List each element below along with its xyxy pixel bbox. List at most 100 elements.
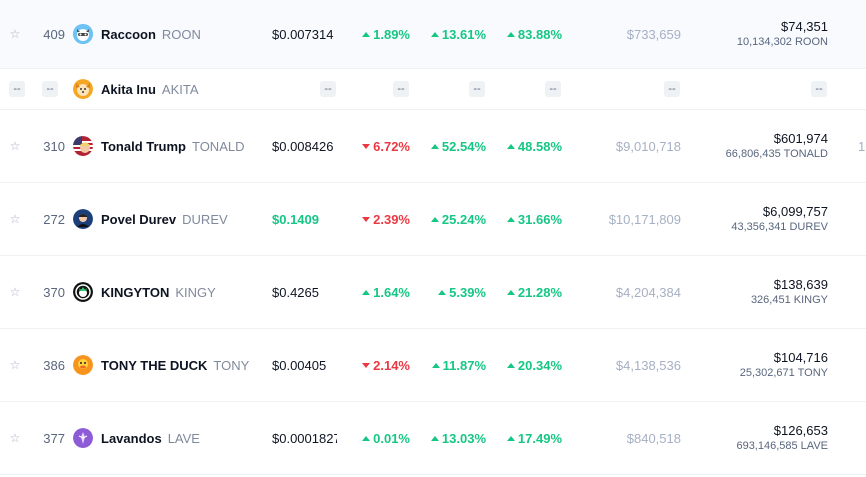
price: $0.007314 bbox=[272, 26, 334, 42]
volume-coin: 66,806,435 TONALD bbox=[725, 148, 828, 160]
volume-usd: $138,639 bbox=[773, 277, 828, 292]
caret-down-icon bbox=[362, 216, 371, 222]
caret-up-icon bbox=[430, 435, 439, 441]
caret-up-icon bbox=[506, 216, 515, 222]
price: $0.0001827 bbox=[272, 430, 337, 446]
change-7d: 31.66% bbox=[490, 183, 562, 255]
coin-symbol: TONY bbox=[213, 357, 250, 373]
market-cap: $840,518 bbox=[626, 430, 681, 446]
star-outline-icon[interactable]: ☆ bbox=[9, 358, 21, 372]
coin-name: Povel Durev bbox=[101, 211, 177, 227]
rank: 310 bbox=[43, 138, 65, 154]
change-24h: 25.24% bbox=[414, 183, 486, 255]
caret-up-icon bbox=[430, 143, 439, 149]
volume-24h: $6,099,757 43,356,341 DUREV bbox=[690, 183, 828, 255]
price: -- bbox=[319, 69, 337, 109]
market-cap: $733,659 bbox=[626, 26, 681, 42]
change-24h: 13.03% bbox=[414, 402, 486, 474]
table-row[interactable]: ☆ 386 TONY THE DUCK TONY $0.00405 2.14% … bbox=[0, 329, 866, 402]
coin-name-cell[interactable]: Povel Durev DUREV bbox=[73, 183, 273, 255]
change-1h: 1.64% bbox=[340, 256, 410, 328]
change-1h: 1.89% bbox=[340, 0, 410, 68]
table-row[interactable]: ☆ 377 Lavandos LAVE $0.0001827 0.01% 13.… bbox=[0, 402, 866, 475]
coin-name-cell[interactable]: Raccoon ROON bbox=[73, 0, 273, 68]
change-24h: -- bbox=[468, 69, 486, 109]
coin-name: TONY THE DUCK bbox=[101, 357, 208, 373]
caret-up-icon bbox=[506, 435, 515, 441]
caret-up-icon bbox=[430, 31, 439, 37]
rank: 370 bbox=[43, 284, 65, 300]
truncated-column-value: 1 bbox=[858, 138, 866, 154]
table-row[interactable]: -- -- Akita Inu AKITA -- -- -- -- -- -- bbox=[0, 69, 866, 110]
price: $0.00405 bbox=[272, 357, 327, 373]
price: $0.008426 bbox=[272, 138, 334, 154]
star-outline-icon[interactable]: ☆ bbox=[9, 431, 21, 445]
caret-up-icon bbox=[506, 289, 515, 295]
coin-name-cell[interactable]: Tonald Trump TONALD bbox=[73, 110, 273, 182]
coin-symbol: DUREV bbox=[182, 211, 228, 227]
change-7d: -- bbox=[544, 69, 562, 109]
market-cap: -- bbox=[663, 69, 681, 109]
caret-down-icon bbox=[362, 362, 371, 368]
coin-name-cell[interactable]: KINGYTON KINGY bbox=[73, 256, 273, 328]
table-row[interactable]: ☆ 409 Raccoon ROON $0.007314 1.89% 13.61… bbox=[0, 0, 866, 69]
volume-usd: $601,974 bbox=[773, 131, 828, 146]
caret-up-icon bbox=[362, 31, 371, 37]
akita-logo-icon bbox=[73, 79, 93, 99]
change-1h: 2.39% bbox=[340, 183, 410, 255]
change-24h: 11.87% bbox=[414, 329, 486, 401]
change-7d: 20.34% bbox=[490, 329, 562, 401]
tonald-logo-icon bbox=[73, 136, 93, 156]
volume-coin: 693,146,585 LAVE bbox=[736, 440, 828, 452]
duck-logo-icon bbox=[73, 355, 93, 375]
market-cap: $4,138,536 bbox=[615, 357, 681, 373]
table-row[interactable]: ☆ 272 Povel Durev DUREV $0.1409 2.39% 25… bbox=[0, 183, 866, 256]
durev-logo-icon bbox=[73, 209, 93, 229]
volume-usd: $74,351 bbox=[781, 19, 828, 34]
caret-up-icon bbox=[506, 31, 515, 37]
caret-up-icon bbox=[362, 289, 371, 295]
rank: 409 bbox=[43, 26, 65, 42]
volume-24h: $74,351 10,134,302 ROON bbox=[690, 0, 828, 68]
star-outline-icon[interactable]: ☆ bbox=[9, 285, 21, 299]
volume-coin: 43,356,341 DUREV bbox=[731, 221, 828, 233]
coin-symbol: KINGY bbox=[175, 284, 216, 300]
change-24h: 5.39% bbox=[414, 256, 486, 328]
change-7d: 17.49% bbox=[490, 402, 562, 474]
price: $0.4265 bbox=[272, 284, 319, 300]
coin-symbol: LAVE bbox=[167, 430, 200, 446]
caret-up-icon bbox=[430, 216, 439, 222]
caret-down-icon bbox=[362, 143, 371, 149]
star-outline-icon[interactable]: ☆ bbox=[9, 212, 21, 226]
volume-usd: $126,653 bbox=[773, 423, 828, 438]
volume-24h: $104,716 25,302,671 TONY bbox=[690, 329, 828, 401]
market-cap: $4,204,384 bbox=[615, 284, 681, 300]
table-row[interactable]: ☆ 370 KINGYTON KINGY $0.4265 1.64% 5.39%… bbox=[0, 256, 866, 329]
volume-24h: $601,974 66,806,435 TONALD bbox=[690, 110, 828, 182]
volume-usd: $6,099,757 bbox=[762, 204, 828, 219]
rank: 272 bbox=[43, 211, 65, 227]
coin-symbol: TONALD bbox=[191, 138, 245, 154]
coin-name: KINGYTON bbox=[101, 284, 170, 300]
rank: 377 bbox=[43, 430, 65, 446]
change-1h: 0.01% bbox=[340, 402, 410, 474]
star-outline-icon[interactable]: ☆ bbox=[9, 139, 21, 153]
volume-coin: 10,134,302 ROON bbox=[736, 36, 828, 48]
caret-up-icon bbox=[506, 143, 515, 149]
change-24h: 13.61% bbox=[414, 0, 486, 68]
coin-name: Tonald Trump bbox=[101, 138, 186, 154]
rank: -- bbox=[41, 69, 59, 109]
caret-up-icon bbox=[506, 362, 515, 368]
change-24h: 52.54% bbox=[414, 110, 486, 182]
change-1h: -- bbox=[392, 69, 410, 109]
table-row[interactable]: ☆ 310 Tonald Trump TONALD $0.008426 6.72… bbox=[0, 110, 866, 183]
volume-24h: -- bbox=[810, 69, 828, 109]
coin-name-cell[interactable]: TONY THE DUCK TONY bbox=[73, 329, 273, 401]
coin-name-cell[interactable]: Lavandos LAVE bbox=[73, 402, 273, 474]
change-7d: 48.58% bbox=[490, 110, 562, 182]
raccoon-logo-icon bbox=[73, 24, 93, 44]
star-outline-icon[interactable]: ☆ bbox=[9, 27, 21, 41]
change-1h: 6.72% bbox=[340, 110, 410, 182]
market-cap: $9,010,718 bbox=[615, 138, 681, 154]
coin-name-cell[interactable]: Akita Inu AKITA bbox=[73, 69, 273, 109]
